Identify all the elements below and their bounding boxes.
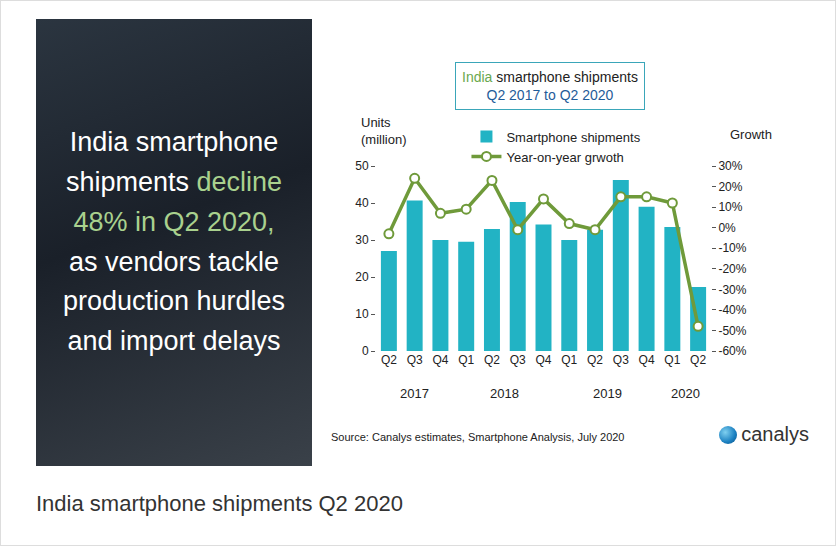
svg-text:Q2: Q2: [381, 353, 397, 367]
svg-text:20%: 20%: [718, 180, 742, 194]
svg-text:Q1: Q1: [561, 353, 577, 367]
svg-text:Q4: Q4: [639, 353, 655, 367]
svg-text:-30%: -30%: [718, 283, 746, 297]
svg-text:Q4: Q4: [432, 353, 448, 367]
svg-text:40: 40: [355, 196, 369, 210]
html-text:Source: Canalys estimates, Sma: Source: Canalys estimates, Smartphone An…: [331, 431, 625, 443]
svg-text:Q1: Q1: [458, 353, 474, 367]
html-text:India smartphone shipments dec: India smartphone shipments decline 48% i…: [65, 126, 283, 237]
svg-text:10%: 10%: [718, 200, 742, 214]
html-text:India smartphone shipments Q2: India smartphone shipments Q2 2020: [36, 491, 403, 516]
svg-text:Year-on-year grwoth: Year-on-year grwoth: [506, 150, 623, 165]
svg-text:Q3: Q3: [613, 353, 629, 367]
svg-text:20: 20: [355, 270, 369, 284]
svg-text:10: 10: [355, 307, 369, 321]
svg-text:0%: 0%: [718, 221, 736, 235]
svg-text:2017: 2017: [400, 386, 429, 401]
svg-text:-60%: -60%: [718, 344, 746, 358]
svg-text:Q3: Q3: [510, 353, 526, 367]
svg-text:Smartphone shipments: Smartphone shipments: [506, 130, 640, 145]
svg-text:Q4: Q4: [535, 353, 551, 367]
svg-text:0: 0: [362, 344, 369, 358]
svg-text:50: 50: [355, 159, 369, 173]
svg-text:Growth: Growth: [730, 127, 772, 142]
svg-text:Q2: Q2: [484, 353, 500, 367]
svg-text:30: 30: [355, 233, 369, 247]
svg-text:2019: 2019: [593, 386, 622, 401]
svg-text:-10%: -10%: [718, 241, 746, 255]
svg-text:Q2: Q2: [690, 353, 706, 367]
svg-text:-50%: -50%: [718, 324, 746, 338]
html-text:canalys: canalys: [741, 423, 809, 445]
svg-text:India smartphone shipmentsQ2 2: India smartphone shipmentsQ2 2017 to Q2 …: [462, 69, 638, 103]
svg-text:Q1: Q1: [664, 353, 680, 367]
svg-text:-40%: -40%: [718, 303, 746, 317]
svg-text:2018: 2018: [490, 386, 519, 401]
svg-text:Q3: Q3: [407, 353, 423, 367]
svg-text:2020: 2020: [671, 386, 700, 401]
svg-text:-20%: -20%: [718, 262, 746, 276]
svg-text:Q2: Q2: [587, 353, 603, 367]
svg-text:30%: 30%: [718, 159, 742, 173]
html-text:as vendors tackle production h: as vendors tackle production hurdles and…: [62, 246, 286, 357]
svg-text:Units(million): Units(million): [361, 115, 407, 147]
